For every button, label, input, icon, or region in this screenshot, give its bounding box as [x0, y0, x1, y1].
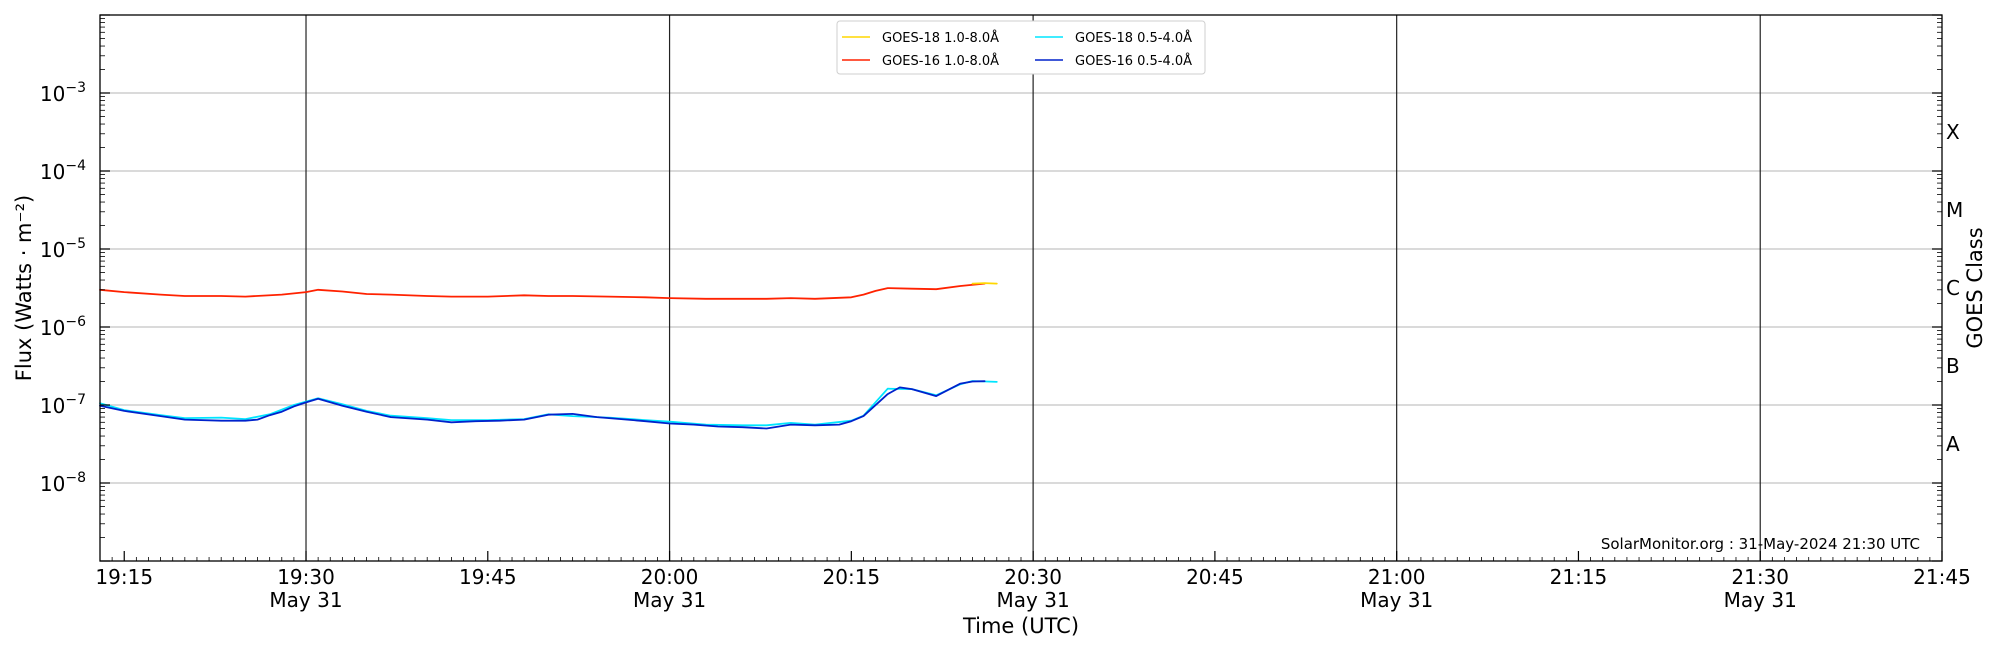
legend-label-goes18-long: GOES-18 1.0-8.0Å: [882, 30, 999, 46]
goes-class-label: M: [1946, 198, 1963, 222]
goes-class-label: B: [1946, 354, 1960, 378]
series-line: [99, 380, 986, 430]
x-tick-label: 21:30: [1731, 565, 1789, 589]
x-axis-title: Time (UTC): [962, 614, 1079, 638]
y-tick-label: 10−5: [40, 236, 86, 262]
x-tick-label: 20:30: [1004, 565, 1062, 589]
legend-label-goes16-long: GOES-16 1.0-8.0Å: [882, 53, 999, 69]
data-series: [99, 282, 998, 430]
goes-class-label: C: [1946, 276, 1960, 300]
credit-annotation: SolarMonitor.org : 31-May-2024 21:30 UTC: [1601, 535, 1920, 553]
y-tick-label: 10−3: [40, 80, 86, 106]
x-tick-label: 20:15: [823, 565, 881, 589]
series-line: [99, 380, 998, 427]
x-tick-date-label: May 31: [269, 588, 342, 612]
legend-label-goes18-short: GOES-18 0.5-4.0Å: [1075, 30, 1192, 46]
x-tick-date-label: May 31: [997, 588, 1070, 612]
day-marker-lines: [305, 15, 1761, 561]
legend: GOES-18 1.0-8.0Å GOES-16 1.0-8.0Å GOES-1…: [836, 20, 1206, 75]
legend-label-goes16-short: GOES-16 0.5-4.0Å: [1075, 53, 1192, 69]
goes-class-label: A: [1946, 432, 1960, 456]
y-tick-label: 10−6: [40, 314, 86, 340]
axis-ticks: [99, 14, 1943, 562]
y-tick-labels: 10−3 10−4 10−5 10−6 10−7 10−8: [40, 80, 86, 496]
y-axis-title: Flux (Watts · m⁻²): [12, 195, 36, 381]
x-tick-date-label: May 31: [1360, 588, 1433, 612]
series-line: [99, 282, 986, 300]
x-tick-label: 21:45: [1913, 565, 1971, 589]
goes-class-label: X: [1946, 120, 1960, 144]
x-tick-label: 19:45: [459, 565, 517, 589]
x-tick-label: 21:15: [1550, 565, 1608, 589]
x-tick-date-label: May 31: [633, 588, 706, 612]
y-tick-label: 10−4: [40, 158, 86, 184]
y-tick-label: 10−8: [40, 470, 86, 496]
grid-lines: [100, 92, 1942, 484]
x-tick-label: 19:15: [95, 565, 153, 589]
x-tick-label: 21:00: [1368, 565, 1426, 589]
legend-box: [836, 20, 1206, 75]
x-tick-label: 20:00: [641, 565, 699, 589]
y2-axis-title: GOES Class: [1963, 227, 1987, 348]
series-line: [971, 282, 998, 285]
x-tick-date-label: May 31: [1724, 588, 1797, 612]
goes-class-labels: X M C B A: [1946, 120, 1963, 456]
y-tick-label: 10−7: [40, 392, 86, 418]
x-tick-label: 20:45: [1186, 565, 1244, 589]
plot-frame: [99, 14, 1943, 562]
x-tick-label: 19:30: [277, 565, 335, 589]
